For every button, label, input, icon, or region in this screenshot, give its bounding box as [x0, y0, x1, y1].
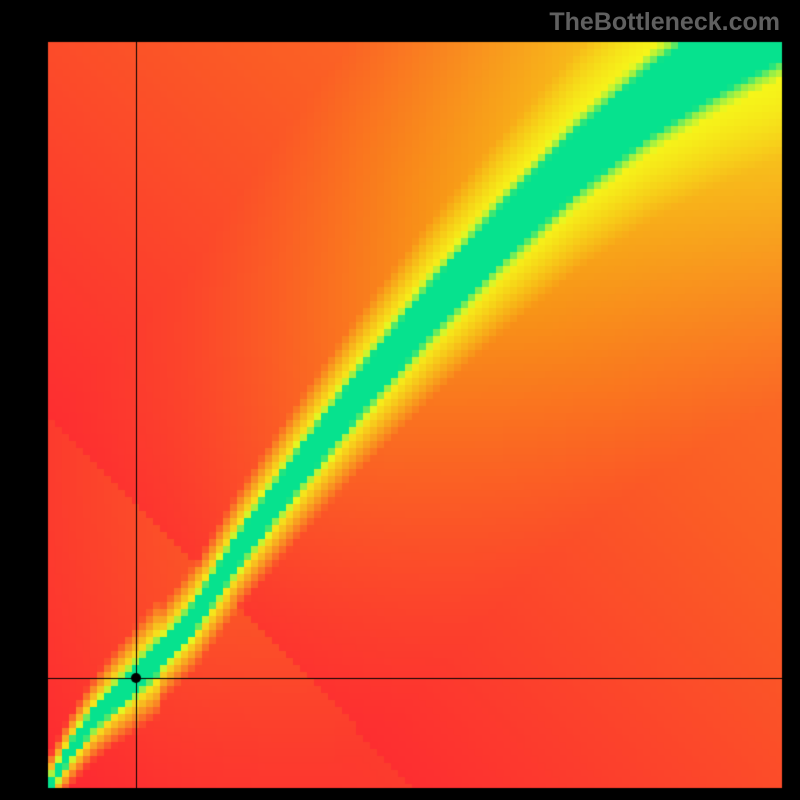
chart-container: TheBottleneck.com	[0, 0, 800, 800]
bottleneck-heatmap	[0, 0, 800, 800]
watermark-text: TheBottleneck.com	[549, 8, 780, 37]
